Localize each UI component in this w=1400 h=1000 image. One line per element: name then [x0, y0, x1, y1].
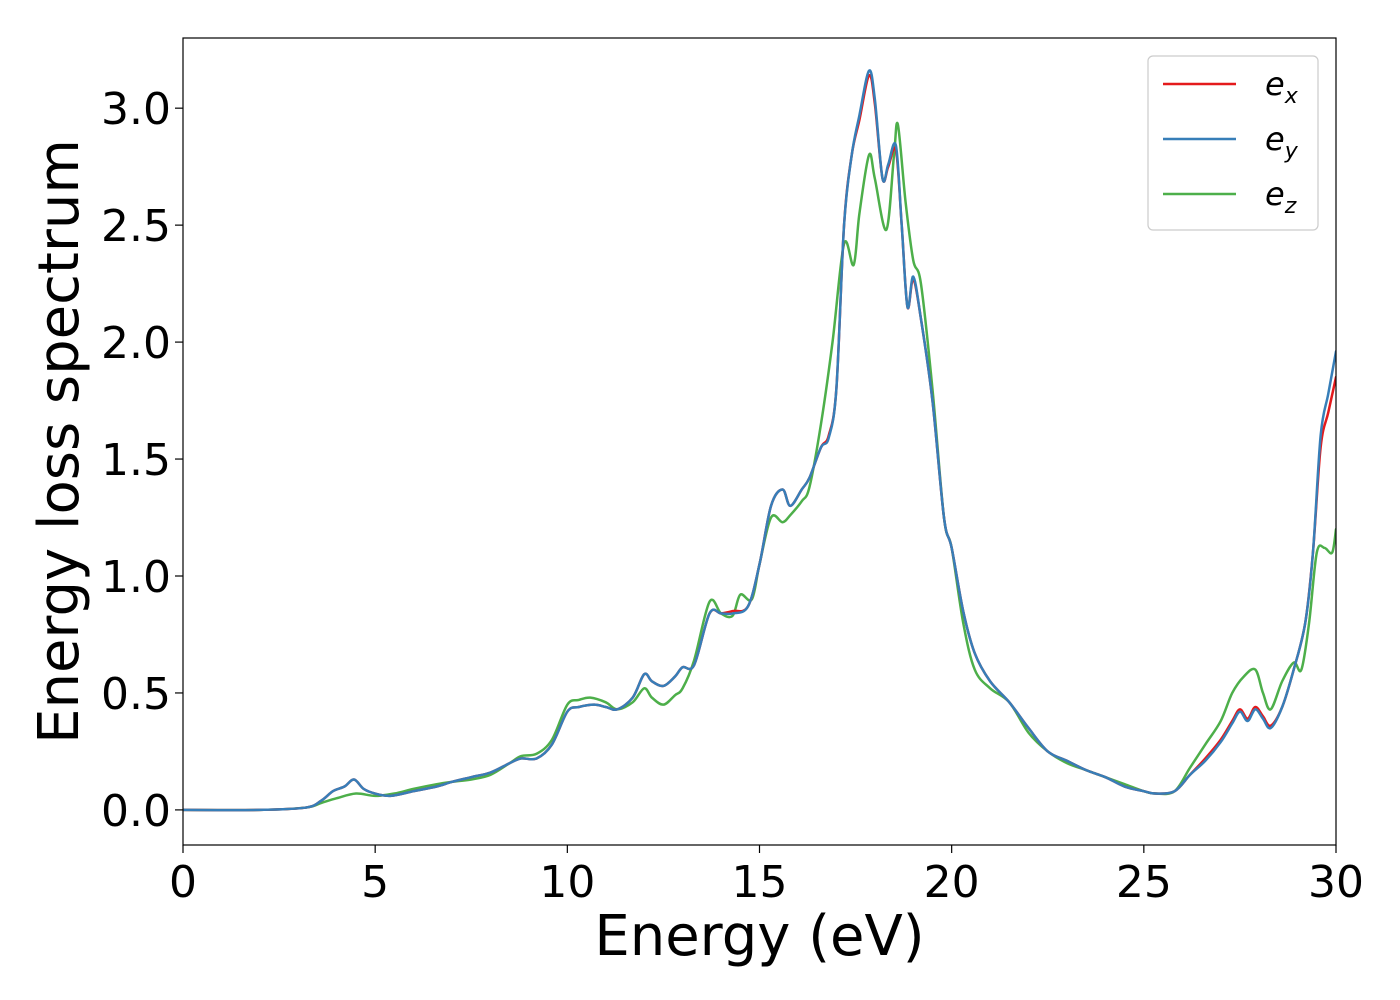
series-layer: [183, 69, 1336, 812]
x-axis-label: Energy (eV): [594, 904, 924, 969]
legend: ex ey ez: [1147, 55, 1319, 231]
legend-label-x: ex: [1265, 65, 1299, 109]
y-tick-label: 2.0: [101, 318, 171, 369]
y-axis-ticks: 0.0 0.5 1.0 1.5 2.0 2.5 3.0: [101, 84, 183, 837]
y-tick-label: 0.5: [101, 669, 171, 720]
x-tick-label: 30: [1308, 857, 1364, 908]
y-tick-label: 3.0: [101, 84, 171, 135]
y-axis-label: Energy loss spectrum: [27, 139, 92, 744]
x-tick-label: 5: [361, 857, 389, 908]
x-tick-label: 0: [169, 857, 197, 908]
series-line-y: [183, 69, 1336, 812]
x-tick-label: 15: [732, 857, 788, 908]
x-tick-label: 20: [924, 857, 980, 908]
x-tick-label: 10: [539, 857, 595, 908]
legend-label-z: ez: [1265, 175, 1297, 219]
y-tick-label: 1.5: [101, 435, 171, 486]
legend-box: [1147, 55, 1319, 231]
x-axis-ticks: 0 5 10 15 20 25 30: [169, 845, 1364, 908]
x-tick-label: 25: [1116, 857, 1172, 908]
legend-label-y: ey: [1265, 120, 1299, 164]
series-line-z: [183, 121, 1336, 812]
y-tick-label: 0.0: [101, 786, 171, 837]
y-tick-label: 2.5: [101, 201, 171, 252]
y-tick-label: 1.0: [101, 552, 171, 603]
